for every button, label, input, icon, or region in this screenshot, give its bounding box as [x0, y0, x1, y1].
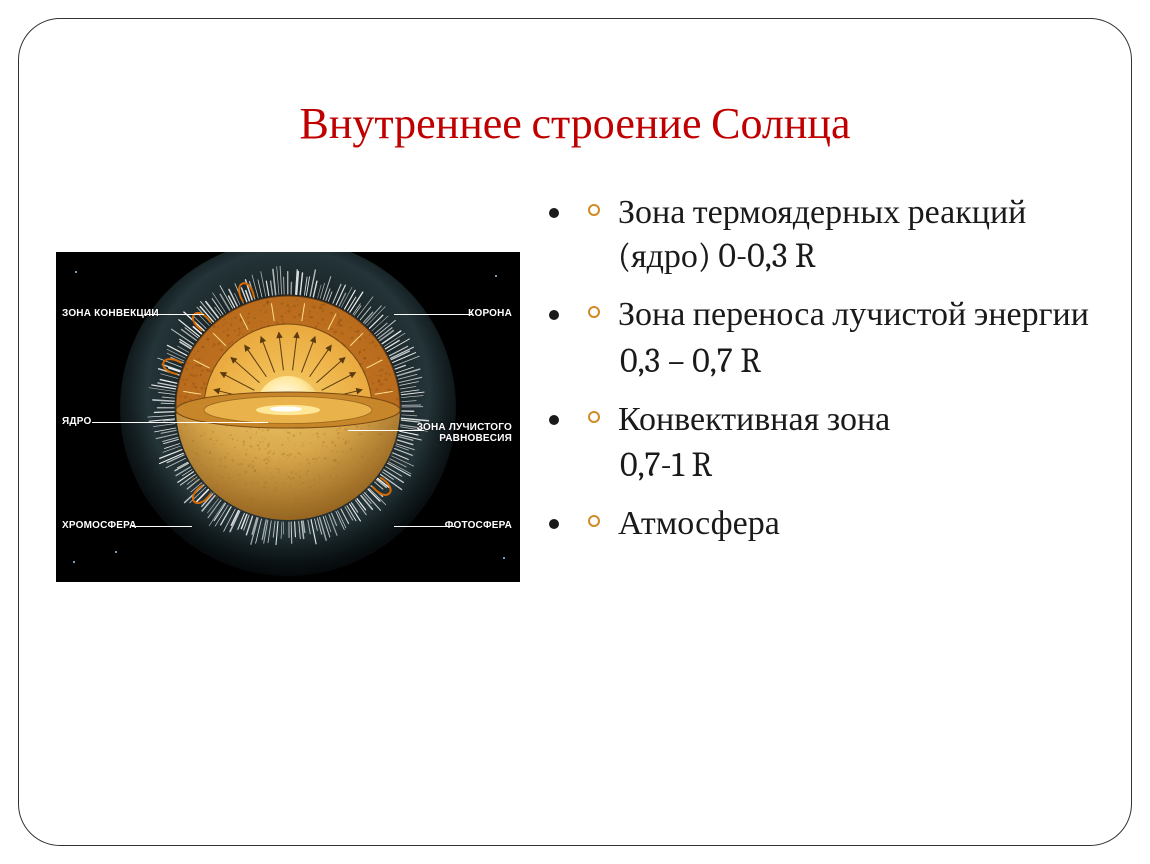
- label-corona: КОРОНА: [468, 308, 512, 319]
- bullet-text: Атмосфера: [618, 503, 780, 543]
- sun-structure-diagram: ЗОНА КОНВЕКЦИИ ЯДРО ХРОМОСФЕРА КОРОНА ЗО…: [56, 252, 520, 582]
- line-photosphere: [394, 526, 454, 527]
- bullet-item: Атмосфера: [576, 501, 1106, 545]
- label-core: ЯДРО: [62, 416, 91, 427]
- sun-svg: [56, 252, 520, 582]
- label-chromosphere: ХРОМОСФЕРА: [62, 520, 137, 531]
- bullet-item: Зона переноса лучистой энергии 0,3 – 0,7…: [576, 292, 1106, 382]
- bullet-item: Зона термоядерных реакций (ядро) 0-0,3 R: [576, 190, 1106, 278]
- bullet-dot: [588, 306, 600, 318]
- slide: Внутреннее строение Солнца ЗОНА КОНВЕКЦИ…: [0, 0, 1150, 864]
- line-chromosphere: [132, 526, 192, 527]
- bullet-text: Зона переноса лучистой энергии: [618, 294, 1089, 334]
- bullet-text: Зона термоядерных реакций (ядро) 0-0,3 R: [618, 192, 1026, 276]
- bullet-list: Зона термоядерных реакций (ядро) 0-0,3 R…: [576, 190, 1106, 559]
- bullet-item: Конвективная зона 0,7-1 R: [576, 397, 1106, 487]
- line-convection: [144, 314, 204, 315]
- bullet-secondline: 0,7-1 R: [620, 443, 1106, 487]
- line-core: [92, 422, 268, 423]
- bullet-dot: [588, 204, 600, 216]
- line-corona: [394, 314, 472, 315]
- bullet-dot: [588, 515, 600, 527]
- line-radiative: [348, 430, 424, 431]
- slide-title: Внутреннее строение Солнца: [0, 98, 1150, 149]
- bullet-dot: [588, 411, 600, 423]
- bullet-text: Конвективная зона: [618, 399, 890, 439]
- label-photosphere: ФОТОСФЕРА: [445, 520, 512, 531]
- bullet-secondline: 0,3 – 0,7 R: [620, 339, 1106, 383]
- label-radiative: ЗОНА ЛУЧИСТОГО РАВНОВЕСИЯ: [417, 422, 512, 444]
